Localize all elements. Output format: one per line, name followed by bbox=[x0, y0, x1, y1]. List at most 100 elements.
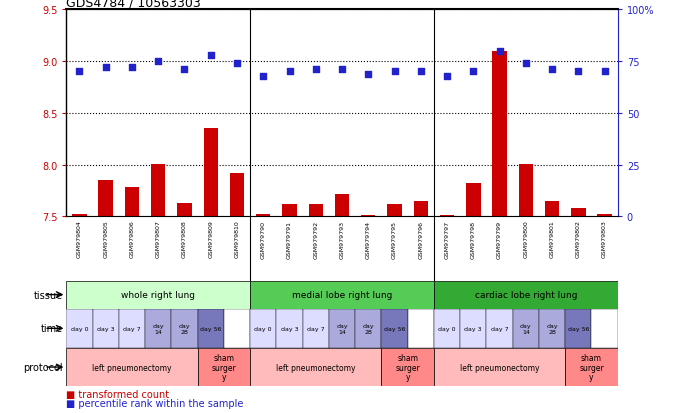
Bar bbox=[387, 204, 402, 217]
Text: whole right lung: whole right lung bbox=[121, 290, 195, 299]
Bar bbox=[256, 215, 270, 217]
Text: day
28: day 28 bbox=[547, 323, 558, 334]
Point bbox=[520, 61, 531, 67]
Point bbox=[310, 67, 321, 74]
Bar bbox=[98, 181, 113, 217]
Bar bbox=[119, 309, 145, 348]
Bar bbox=[597, 215, 612, 217]
Bar bbox=[381, 309, 408, 348]
Text: day 56: day 56 bbox=[567, 326, 589, 331]
Text: day 56: day 56 bbox=[200, 326, 221, 331]
Point bbox=[599, 69, 610, 76]
Point bbox=[363, 71, 374, 78]
Bar bbox=[250, 281, 434, 309]
Bar bbox=[66, 348, 198, 386]
Text: day 7: day 7 bbox=[123, 326, 141, 331]
Bar bbox=[434, 281, 618, 309]
Bar bbox=[539, 309, 565, 348]
Text: sham
surger
y: sham surger y bbox=[211, 353, 236, 381]
Point bbox=[153, 59, 164, 65]
Bar bbox=[309, 204, 323, 217]
Bar bbox=[434, 309, 460, 348]
Point bbox=[336, 67, 348, 74]
Text: ■ percentile rank within the sample: ■ percentile rank within the sample bbox=[66, 398, 244, 408]
Text: day
28: day 28 bbox=[362, 323, 374, 334]
Text: day 0: day 0 bbox=[255, 326, 272, 331]
Bar bbox=[335, 194, 349, 217]
Point bbox=[441, 73, 452, 80]
Text: day 3: day 3 bbox=[281, 326, 298, 331]
Text: day 0: day 0 bbox=[438, 326, 456, 331]
Bar bbox=[381, 348, 434, 386]
Text: GSM979791: GSM979791 bbox=[287, 220, 292, 258]
Bar bbox=[66, 281, 250, 309]
Bar bbox=[224, 309, 250, 348]
Text: GSM979793: GSM979793 bbox=[339, 220, 345, 258]
Bar bbox=[545, 201, 559, 217]
Bar bbox=[93, 309, 119, 348]
Text: day
28: day 28 bbox=[179, 323, 191, 334]
Bar bbox=[434, 348, 565, 386]
Bar bbox=[250, 309, 276, 348]
Text: day 3: day 3 bbox=[97, 326, 114, 331]
Bar bbox=[171, 309, 198, 348]
Bar bbox=[303, 309, 329, 348]
Text: GSM979802: GSM979802 bbox=[576, 220, 581, 258]
Text: GSM979803: GSM979803 bbox=[602, 220, 607, 258]
Text: GSM979809: GSM979809 bbox=[208, 220, 213, 258]
Bar bbox=[66, 309, 93, 348]
Text: day 0: day 0 bbox=[70, 326, 88, 331]
Text: GSM979797: GSM979797 bbox=[445, 220, 450, 258]
Point bbox=[258, 73, 269, 80]
Text: GSM979792: GSM979792 bbox=[313, 220, 318, 258]
Text: day 3: day 3 bbox=[464, 326, 482, 331]
Bar bbox=[408, 309, 434, 348]
Bar bbox=[125, 188, 139, 217]
Bar bbox=[72, 215, 87, 217]
Bar bbox=[145, 309, 171, 348]
Bar bbox=[198, 309, 224, 348]
Bar bbox=[329, 309, 355, 348]
Bar bbox=[565, 309, 591, 348]
Text: sham
surger
y: sham surger y bbox=[395, 353, 420, 381]
Text: GSM979798: GSM979798 bbox=[471, 220, 476, 258]
Bar bbox=[198, 348, 250, 386]
Bar bbox=[355, 309, 381, 348]
Bar bbox=[513, 309, 539, 348]
Text: GSM979807: GSM979807 bbox=[156, 220, 161, 258]
Bar bbox=[565, 348, 618, 386]
Bar bbox=[151, 164, 165, 217]
Point bbox=[468, 69, 479, 76]
Point bbox=[179, 67, 190, 74]
Bar bbox=[250, 348, 381, 386]
Bar bbox=[204, 129, 218, 217]
Bar bbox=[440, 216, 454, 217]
Text: day
14: day 14 bbox=[152, 323, 164, 334]
Text: medial lobe right lung: medial lobe right lung bbox=[292, 290, 392, 299]
Text: GDS4784 / 10563303: GDS4784 / 10563303 bbox=[66, 0, 201, 9]
Point bbox=[389, 69, 400, 76]
Text: GSM979799: GSM979799 bbox=[497, 220, 502, 258]
Text: GSM979801: GSM979801 bbox=[549, 220, 555, 258]
Point bbox=[547, 67, 558, 74]
Bar bbox=[282, 204, 297, 217]
Bar bbox=[361, 216, 376, 217]
Point bbox=[100, 65, 111, 71]
Text: GSM979808: GSM979808 bbox=[182, 220, 187, 258]
Text: GSM979796: GSM979796 bbox=[418, 220, 423, 258]
Bar bbox=[487, 309, 513, 348]
Text: day 7: day 7 bbox=[307, 326, 325, 331]
Point bbox=[232, 61, 243, 67]
Bar bbox=[460, 309, 487, 348]
Text: protocol: protocol bbox=[23, 362, 63, 372]
Text: GSM979790: GSM979790 bbox=[261, 220, 266, 258]
Point bbox=[415, 69, 426, 76]
Bar bbox=[591, 309, 618, 348]
Bar bbox=[492, 52, 507, 217]
Text: day
14: day 14 bbox=[520, 323, 532, 334]
Bar bbox=[571, 209, 586, 217]
Point bbox=[494, 48, 505, 55]
Bar bbox=[519, 164, 533, 217]
Point bbox=[126, 65, 138, 71]
Text: time: time bbox=[40, 323, 63, 334]
